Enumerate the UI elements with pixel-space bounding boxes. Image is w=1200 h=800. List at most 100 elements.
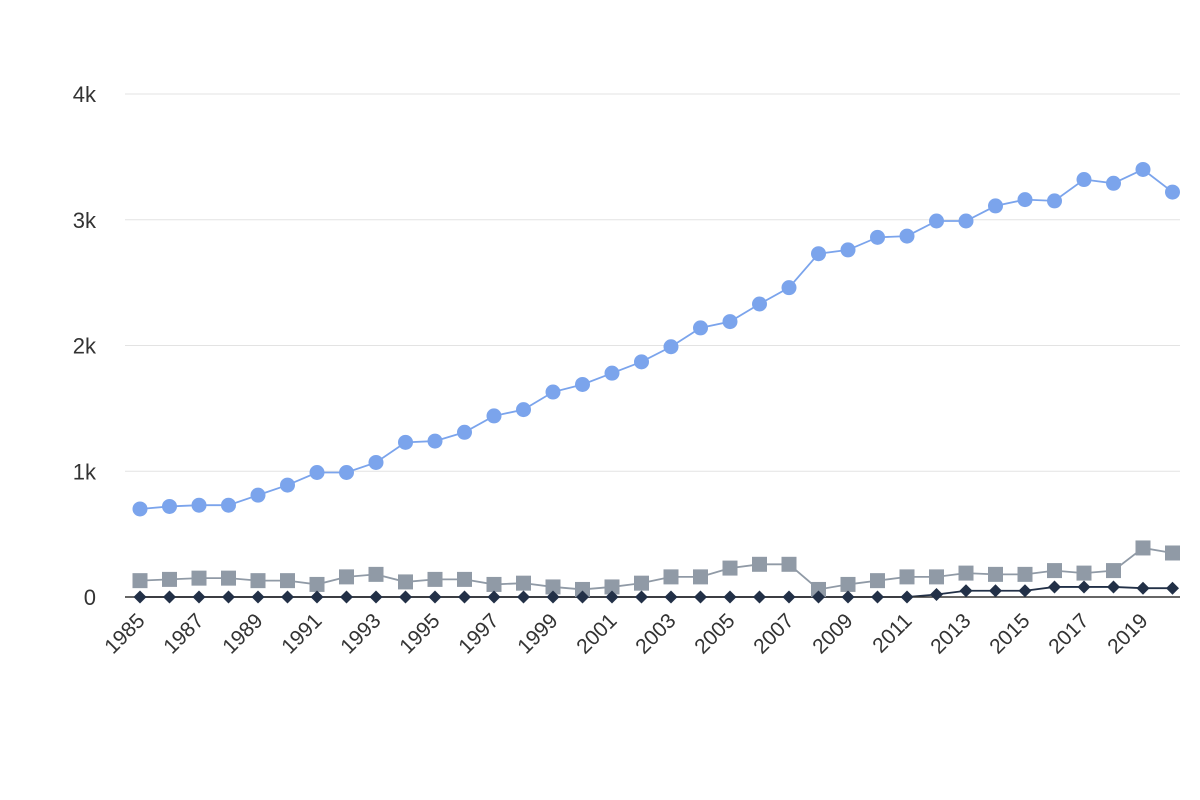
series-2-point: [545, 579, 561, 595]
series-2-point: [398, 574, 413, 590]
x-tick-label: 1991: [277, 609, 326, 658]
series-2-point: [516, 575, 531, 591]
series-3-point: [694, 590, 707, 604]
series-1-point: [280, 477, 295, 493]
x-tick-label: 2015: [985, 609, 1034, 658]
series-3-point: [959, 584, 973, 598]
series-3-point: [576, 590, 589, 604]
series-3-point: [251, 590, 265, 604]
y-axis-ticks: 0 1k 2k 3k 4k: [73, 82, 97, 610]
series-2-point: [1076, 565, 1092, 581]
series-2-point: [221, 570, 236, 586]
series-2-point: [368, 566, 384, 582]
series-3-point: [369, 590, 383, 604]
series-3-point: [930, 587, 943, 601]
series-1-point: [722, 314, 738, 330]
series-3-point: [635, 590, 648, 604]
x-tick-label: 1993: [336, 609, 385, 658]
series-3-point: [163, 590, 176, 604]
series-1-point: [427, 433, 443, 449]
x-tick-label: 1997: [454, 609, 503, 658]
x-tick-label: 2019: [1103, 609, 1152, 658]
series-2-point: [781, 556, 797, 572]
series-3-point: [399, 590, 412, 604]
series-3-point: [664, 590, 678, 604]
series-3-point: [546, 590, 560, 604]
series-3-point: [517, 590, 530, 604]
series-2-point: [427, 571, 443, 587]
series-3-point: [1107, 580, 1120, 594]
series-1-point: [516, 402, 531, 418]
series-2-point: [1047, 563, 1062, 579]
series-1-point: [693, 320, 708, 336]
x-tick-label: 1989: [218, 609, 267, 658]
series-2-point: [663, 569, 679, 585]
series-1-point: [958, 213, 974, 229]
series-2-point: [1106, 563, 1121, 579]
series-2-point: [309, 576, 325, 592]
series-line-3: [140, 586, 1173, 598]
series-3-point: [841, 590, 855, 604]
series-1-point: [811, 246, 826, 262]
series-line-1: [139, 168, 1174, 510]
series-3-point: [753, 590, 766, 604]
series-2-point: [693, 569, 708, 585]
series-2-point: [339, 569, 354, 585]
series-2-point: [634, 575, 649, 591]
y-tick-label: 2k: [73, 334, 97, 359]
series-1-point: [929, 213, 944, 229]
series-3-point: [989, 584, 1002, 598]
series-3-point: [340, 590, 353, 604]
series-1-point: [339, 465, 354, 481]
series-group: [125, 161, 1180, 604]
series-3-point: [1077, 580, 1091, 594]
series-2-point: [250, 573, 266, 589]
series-3-point: [222, 590, 235, 604]
series-1-point: [988, 198, 1003, 214]
series-2-point: [958, 565, 974, 581]
series-1-point: [309, 465, 325, 481]
series-1-point: [1135, 161, 1151, 177]
series-1-point: [634, 354, 649, 370]
series-1-point: [545, 384, 561, 400]
series-2-point: [575, 581, 590, 597]
series-2-point: [1165, 545, 1180, 561]
series-2-point: [457, 571, 472, 587]
series-1-point: [899, 228, 915, 244]
series-3-point: [782, 590, 796, 604]
series-1-point: [604, 365, 620, 381]
x-tick-label: 2007: [749, 609, 798, 658]
series-3-point: [310, 590, 324, 604]
series-3-point: [1136, 581, 1150, 595]
grid-lines: [125, 93, 1180, 472]
series-3-point: [281, 590, 294, 604]
series-2-point: [811, 581, 826, 597]
series-1-point: [575, 376, 590, 392]
series-3-point: [1166, 581, 1179, 595]
series-1-point: [840, 242, 856, 258]
series-1-point: [250, 487, 266, 503]
y-tick-label: 4k: [73, 82, 97, 107]
series-1-point: [663, 339, 679, 355]
series-1-point: [486, 408, 502, 424]
series-1-point: [781, 280, 797, 296]
series-1-point: [191, 497, 207, 513]
series-2-point: [752, 556, 767, 572]
series-1-point: [870, 229, 885, 245]
series-1-point: [1047, 193, 1062, 209]
series-2-point: [899, 569, 915, 585]
series-3-point: [428, 590, 442, 604]
series-3-point: [812, 590, 825, 604]
series-3-point: [1048, 580, 1061, 594]
x-tick-label: 1999: [513, 609, 562, 658]
series-3-point: [133, 590, 147, 604]
x-tick-label: 2005: [690, 609, 739, 658]
x-axis-ticks: 1985 1987 1989 1991 1993 1995 1997 1999 2001 2003…: [100, 609, 1152, 658]
series-2-point: [929, 569, 944, 585]
series-3-point: [605, 590, 619, 604]
x-tick-label: 1985: [100, 609, 149, 658]
series-3-point: [458, 590, 471, 604]
series-3-point: [1018, 584, 1032, 598]
series-3-point: [900, 590, 914, 604]
